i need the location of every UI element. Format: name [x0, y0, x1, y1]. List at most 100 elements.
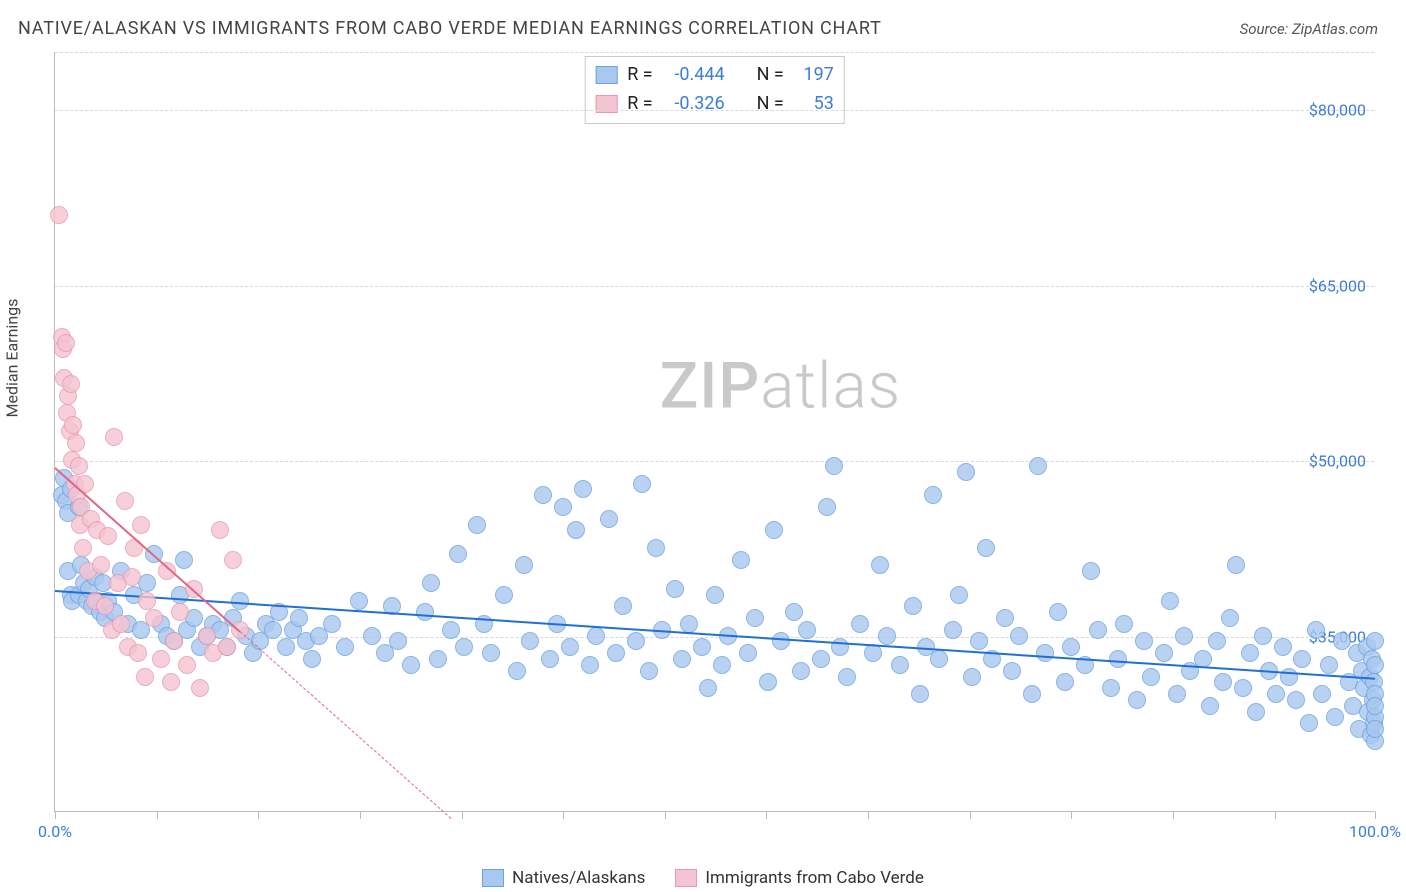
stats-legend-box: R =-0.444N =197R =-0.326N =53 — [584, 56, 845, 124]
scatter-point — [581, 656, 599, 674]
scatter-point — [1366, 656, 1384, 674]
scatter-point — [614, 597, 632, 615]
scatter-point — [1201, 697, 1219, 715]
legend-label: Immigrants from Cabo Verde — [705, 868, 924, 888]
scatter-point — [567, 521, 585, 539]
scatter-point — [713, 656, 731, 674]
scatter-point — [224, 551, 242, 569]
scatter-point — [1208, 632, 1226, 650]
stats-row: R =-0.444N =197 — [595, 61, 834, 90]
x-tick — [55, 811, 56, 819]
scatter-point — [680, 615, 698, 633]
x-tick — [563, 811, 564, 819]
scatter-point — [1135, 632, 1153, 650]
scatter-point — [1280, 668, 1298, 686]
scatter-point — [389, 632, 407, 650]
scatter-point — [640, 662, 658, 680]
scatter-point — [105, 428, 123, 446]
scatter-point — [1313, 685, 1331, 703]
scatter-point — [1029, 457, 1047, 475]
scatter-point — [746, 609, 764, 627]
legend-item: Immigrants from Cabo Verde — [675, 868, 924, 888]
watermark: ZIPatlas — [660, 348, 902, 423]
trend-line — [239, 631, 451, 819]
gridline — [55, 286, 1374, 287]
scatter-point — [1326, 708, 1344, 726]
scatter-point — [290, 609, 308, 627]
bottom-legend: Natives/Alaskans Immigrants from Cabo Ver… — [0, 868, 1406, 888]
scatter-point — [1109, 650, 1127, 668]
scatter-point — [136, 668, 154, 686]
scatter-point — [1003, 662, 1021, 680]
scatter-point — [191, 679, 209, 697]
scatter-point — [1300, 714, 1318, 732]
legend-swatch — [595, 66, 617, 84]
scatter-point — [218, 638, 236, 656]
scatter-point — [162, 673, 180, 691]
x-tick-label: 100.0% — [1349, 822, 1401, 841]
scatter-point — [350, 592, 368, 610]
stat-r-value: -0.444 — [663, 61, 725, 90]
scatter-point — [541, 650, 559, 668]
scatter-point — [574, 480, 592, 498]
scatter-point — [57, 334, 75, 352]
y-tick-label: $50,000 — [1309, 452, 1366, 471]
scatter-point — [1023, 685, 1041, 703]
plot-area: ZIPatlas R =-0.444N =197R =-0.326N =53 $… — [54, 52, 1374, 812]
x-tick-label: 0.0% — [38, 822, 72, 841]
scatter-point — [996, 609, 1014, 627]
scatter-point — [838, 668, 856, 686]
scatter-point — [171, 603, 189, 621]
scatter-point — [785, 603, 803, 621]
scatter-point — [765, 521, 783, 539]
x-tick — [970, 811, 971, 819]
scatter-point — [878, 627, 896, 645]
scatter-point — [442, 621, 460, 639]
scatter-point — [666, 580, 684, 598]
legend-item: Natives/Alaskans — [482, 868, 645, 888]
scatter-point — [1161, 592, 1179, 610]
stat-r-label: R = — [627, 61, 652, 90]
scatter-point — [129, 644, 147, 662]
scatter-point — [277, 638, 295, 656]
stat-n-label: N = — [757, 90, 784, 119]
scatter-point — [429, 650, 447, 668]
scatter-point — [633, 475, 651, 493]
x-tick — [868, 811, 869, 819]
scatter-point — [792, 662, 810, 680]
scatter-point — [1366, 697, 1384, 715]
gridline — [55, 461, 1374, 462]
legend-swatch — [675, 869, 697, 887]
scatter-point — [693, 638, 711, 656]
scatter-point — [1320, 656, 1338, 674]
scatter-point — [911, 685, 929, 703]
scatter-point — [178, 656, 196, 674]
scatter-point — [970, 632, 988, 650]
scatter-point — [1115, 615, 1133, 633]
stat-r-value: -0.326 — [663, 90, 725, 119]
stat-r-label: R = — [627, 90, 652, 119]
scatter-point — [851, 615, 869, 633]
scatter-point — [673, 650, 691, 668]
scatter-point — [600, 510, 618, 528]
scatter-point — [871, 556, 889, 574]
scatter-point — [1142, 668, 1160, 686]
x-tick — [1275, 811, 1276, 819]
scatter-point — [50, 206, 68, 224]
scatter-point — [1010, 627, 1028, 645]
scatter-point — [508, 662, 526, 680]
scatter-point — [963, 668, 981, 686]
scatter-point — [732, 551, 750, 569]
scatter-point — [1056, 673, 1074, 691]
scatter-point — [561, 638, 579, 656]
scatter-point — [1082, 562, 1100, 580]
gridline — [55, 52, 1374, 53]
scatter-point — [1049, 603, 1067, 621]
scatter-point — [647, 539, 665, 557]
scatter-point — [607, 644, 625, 662]
x-tick — [665, 811, 666, 819]
scatter-point — [402, 656, 420, 674]
stat-n-value: 53 — [794, 90, 834, 119]
scatter-point — [1293, 650, 1311, 668]
scatter-point — [198, 627, 216, 645]
